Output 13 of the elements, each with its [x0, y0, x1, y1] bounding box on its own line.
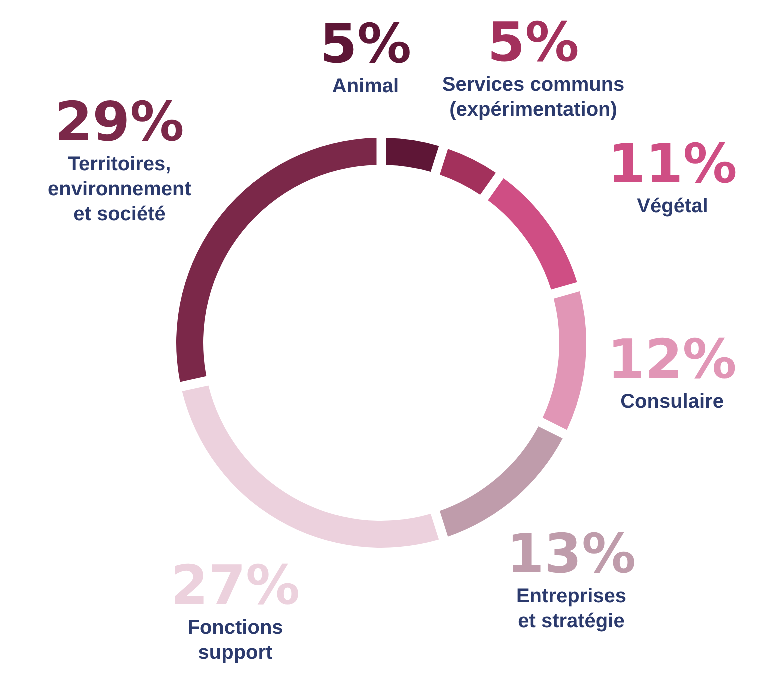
slice-label: Consulaire: [620, 390, 724, 413]
data-label: 11%: [608, 132, 738, 196]
slice-label: Animal: [332, 75, 400, 98]
slice-label: Territoires, environnement et société: [48, 153, 192, 226]
slice-label: Végétal: [637, 195, 708, 218]
data-label: 12%: [608, 328, 737, 391]
slice-label: Fonctions support: [188, 616, 284, 664]
data-label: 13%: [506, 522, 636, 586]
data-label: 5%: [320, 12, 412, 76]
data-label: 5%: [488, 10, 580, 74]
slice-label: Entreprises et stratégie: [516, 586, 627, 633]
data-label: 29%: [55, 90, 184, 154]
slice-label: Services communs (expérimentation): [442, 74, 625, 121]
